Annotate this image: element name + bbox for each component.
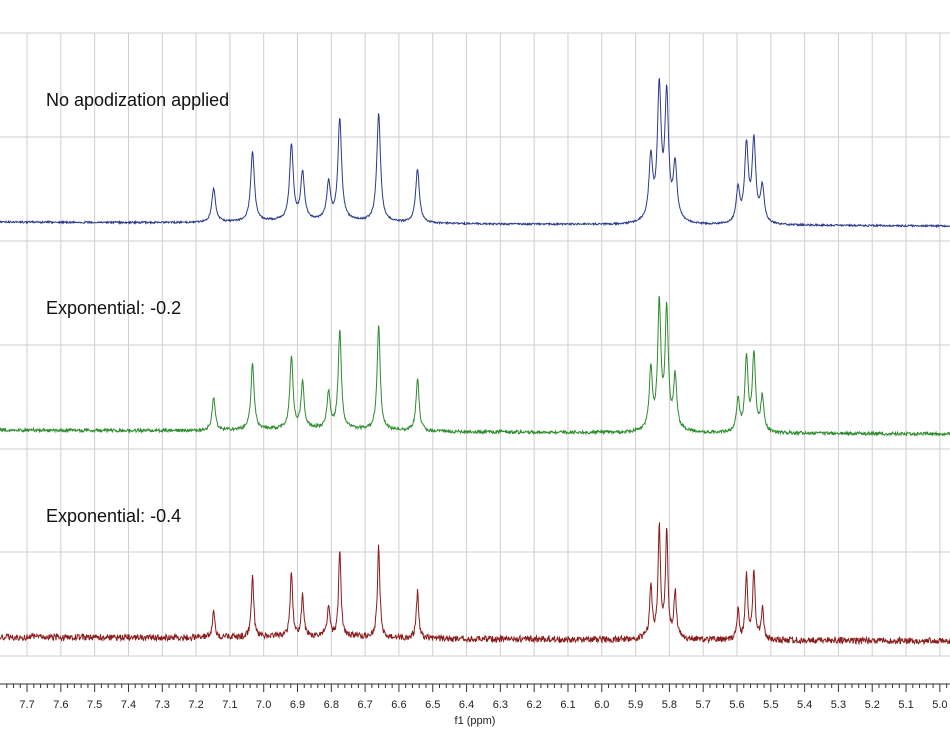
series-label-exp-0-4: Exponential: -0.4	[46, 506, 181, 526]
x-tick-label: 6.5	[425, 699, 440, 711]
spectrum-labels: No apodization applied Exponential: -0.2…	[46, 90, 229, 526]
x-tick-label: 5.4	[797, 699, 812, 711]
x-tick-label: 6.4	[459, 699, 474, 711]
x-tick-label: 5.6	[729, 699, 744, 711]
x-tick-label: 6.8	[324, 699, 339, 711]
spectrum-line-0	[0, 77, 950, 229]
spectra	[0, 77, 950, 646]
x-tick-label: 5.3	[831, 699, 846, 711]
x-tick-label: 5.2	[865, 699, 880, 711]
x-axis: 7.7 7.6 7.5 7.4 7.3 7.2 7.1 7.0 6.9 6.8 6.7 6.6 6.5 6…	[0, 683, 950, 711]
x-tick-label: 5.5	[763, 699, 778, 711]
x-tick-label: 7.0	[256, 699, 271, 711]
series-label-exp-0-2: Exponential: -0.2	[46, 298, 181, 318]
x-tick-label: 6.0	[594, 699, 609, 711]
x-tick-label: 7.6	[53, 699, 68, 711]
series-label-no-apodization: No apodization applied	[46, 90, 229, 110]
x-tick-label: 7.5	[87, 699, 102, 711]
x-tick-label: 6.1	[560, 699, 575, 711]
x-tick-label: 7.7	[19, 699, 34, 711]
x-tick-label: 5.8	[662, 699, 677, 711]
spectrum-line-1	[0, 296, 950, 437]
x-tick-label: 6.2	[527, 699, 542, 711]
x-tick-label: 7.2	[188, 699, 203, 711]
grid	[0, 32, 950, 657]
x-tick-label: 6.9	[290, 699, 305, 711]
x-tick-label: 7.3	[155, 699, 170, 711]
x-tick-label: 5.9	[628, 699, 643, 711]
x-tick-label: 5.1	[898, 699, 913, 711]
x-tick-label: 7.1	[222, 699, 237, 711]
x-tick-label: 5.7	[696, 699, 711, 711]
x-axis-label: f1 (ppm)	[455, 715, 496, 727]
x-tick-label: 6.6	[391, 699, 406, 711]
x-tick-label: 5.0	[932, 699, 947, 711]
x-tick-label: 7.4	[121, 699, 136, 711]
x-tick-label: 6.3	[493, 699, 508, 711]
x-tick-label: 6.7	[357, 699, 372, 711]
spectrum-line-2	[0, 522, 950, 646]
